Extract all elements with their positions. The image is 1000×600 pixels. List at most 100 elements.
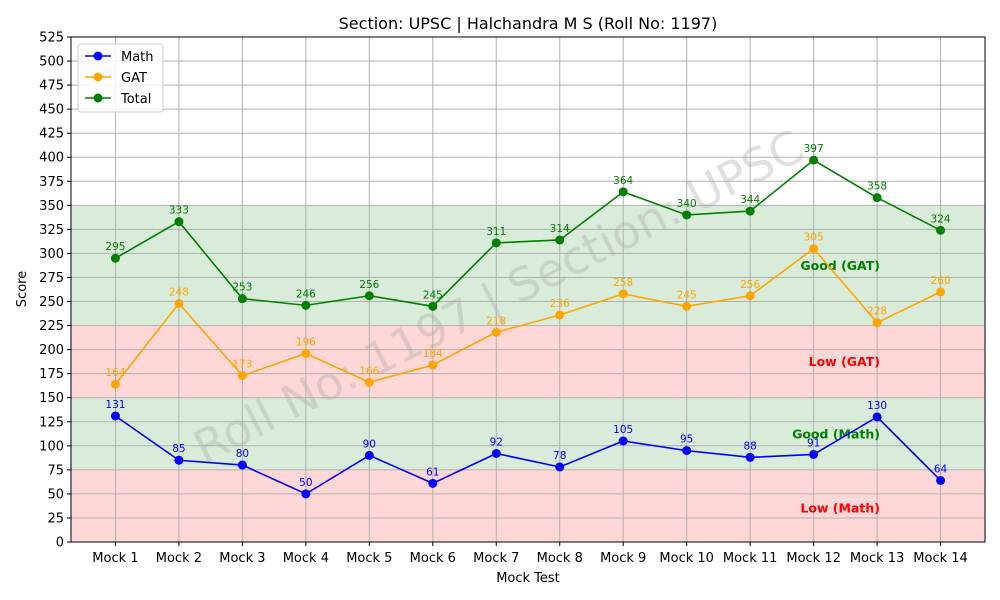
data-label-total: 358: [867, 181, 887, 193]
data-label-math: 90: [363, 438, 376, 450]
x-tick-label: Mock 11: [723, 551, 778, 566]
data-label-gat: 196: [296, 336, 316, 348]
data-point-gat: [491, 327, 501, 337]
data-label-math: 131: [105, 399, 125, 411]
data-point-total: [936, 225, 946, 235]
y-tick-label: 300: [39, 247, 64, 262]
band-label: Low (Math): [800, 500, 880, 515]
y-tick-label: 275: [39, 271, 64, 286]
data-label-math: 78: [553, 450, 566, 462]
data-label-gat: 260: [931, 275, 951, 287]
band-label: Low (GAT): [809, 354, 880, 369]
y-tick-label: 500: [39, 55, 64, 70]
x-tick-label: Mock 4: [283, 551, 329, 566]
data-point-math: [936, 475, 946, 485]
data-label-math: 92: [490, 437, 503, 449]
data-label-math: 64: [934, 463, 948, 475]
data-label-math: 130: [867, 400, 887, 412]
data-point-total: [618, 187, 628, 197]
data-point-total: [745, 206, 755, 216]
data-point-total: [364, 291, 374, 301]
data-point-math: [428, 478, 438, 488]
data-label-gat: 173: [232, 359, 252, 371]
data-label-total: 364: [613, 175, 633, 187]
legend-label-math: Math: [121, 50, 154, 65]
data-point-gat: [682, 301, 692, 311]
data-point-gat: [872, 318, 882, 328]
x-tick-label: Mock 12: [786, 551, 841, 566]
data-label-total: 314: [550, 223, 570, 235]
data-point-total: [428, 301, 438, 311]
legend-marker-gat: [93, 72, 103, 82]
data-label-gat: 228: [867, 306, 887, 318]
band-label: Good (GAT): [800, 258, 880, 273]
data-label-gat: 258: [613, 277, 633, 289]
data-label-total: 245: [423, 289, 443, 301]
data-point-total: [809, 155, 819, 165]
x-tick-label: Mock 8: [537, 551, 583, 566]
data-label-total: 311: [486, 226, 506, 238]
data-label-gat: 218: [486, 315, 506, 327]
data-point-math: [110, 411, 120, 421]
plot-frame: [70, 36, 986, 543]
legend-marker-total: [93, 93, 103, 103]
data-point-total: [682, 210, 692, 220]
y-tick-label: 450: [39, 103, 64, 118]
data-point-math: [237, 460, 247, 470]
y-tick-label: 50: [47, 487, 64, 502]
y-tick-label: 375: [39, 175, 64, 190]
data-point-gat: [174, 298, 184, 308]
data-label-total: 340: [677, 198, 697, 210]
data-label-total: 333: [169, 205, 189, 217]
data-point-math: [682, 446, 692, 456]
data-label-total: 295: [105, 241, 125, 253]
y-axis-title: Score: [15, 271, 30, 307]
x-axis-title: Mock Test: [496, 571, 560, 586]
x-tick-label: Mock 3: [219, 551, 265, 566]
band-0: [71, 469, 985, 542]
y-tick-label: 100: [39, 439, 64, 454]
y-tick-label: 350: [39, 199, 64, 214]
data-label-math: 105: [613, 424, 633, 436]
band-label: Good (Math): [792, 426, 880, 441]
data-point-math: [364, 450, 374, 460]
data-label-total: 253: [232, 282, 252, 294]
x-tick-label: Mock 10: [659, 551, 714, 566]
data-point-math: [301, 489, 311, 499]
x-tick-label: Mock 6: [410, 551, 456, 566]
legend: Math GAT Total: [77, 43, 164, 113]
data-label-math: 95: [680, 434, 693, 446]
data-point-gat: [237, 371, 247, 381]
data-label-gat: 184: [423, 348, 443, 360]
band-2: [71, 325, 985, 398]
x-tick-label: Mock 7: [473, 551, 519, 566]
data-label-gat: 166: [359, 365, 379, 377]
y-tick-label: 25: [47, 511, 64, 526]
series-line-gat: [114, 247, 941, 385]
y-tick-label: 525: [39, 31, 64, 46]
data-label-gat: 164: [105, 367, 125, 379]
data-point-total: [872, 193, 882, 203]
data-point-gat: [745, 291, 755, 301]
data-point-total: [491, 238, 501, 248]
data-label-gat: 305: [804, 232, 824, 244]
data-label-gat: 256: [740, 279, 760, 291]
data-label-total: 246: [296, 288, 316, 300]
data-point-math: [491, 449, 501, 459]
data-point-math: [174, 455, 184, 465]
data-point-gat: [364, 377, 374, 387]
data-point-math: [745, 452, 755, 462]
x-tick-label: Mock 13: [850, 551, 905, 566]
y-tick-label: 325: [39, 223, 64, 238]
data-point-gat: [555, 310, 565, 320]
y-tick-label: 150: [39, 391, 64, 406]
y-tick-label: 250: [39, 295, 64, 310]
data-label-total: 324: [931, 213, 951, 225]
y-tick-label: 175: [39, 367, 64, 382]
y-tick-label: 225: [39, 319, 64, 334]
x-tick-label: Mock 14: [913, 551, 968, 566]
data-point-gat: [110, 379, 120, 389]
band-3: [71, 205, 985, 326]
data-point-total: [110, 253, 120, 263]
